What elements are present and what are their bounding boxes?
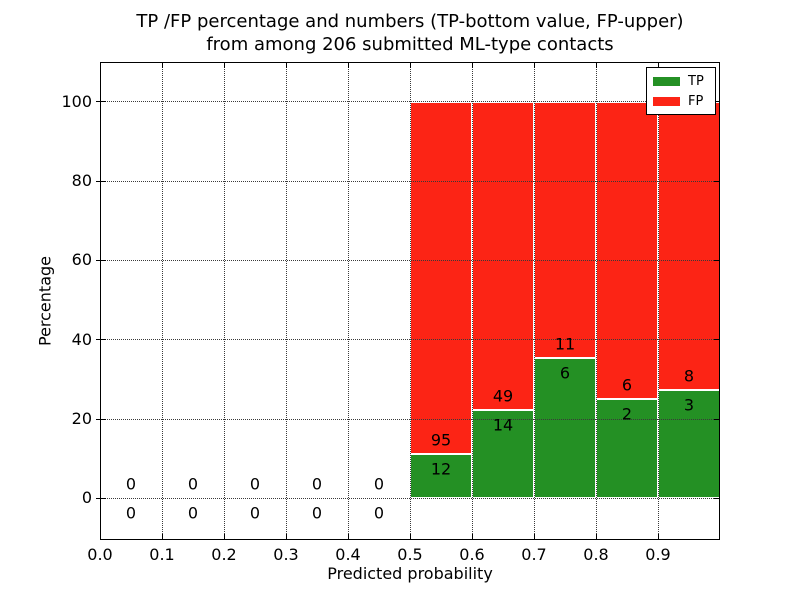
chart-title-line-1: TP /FP percentage and numbers (TP-bottom… (136, 11, 684, 32)
legend: TP FP (646, 67, 716, 115)
fp-count-label: 0 (249, 474, 261, 494)
y-tick-left (96, 180, 106, 182)
x-tick-bottom (161, 534, 163, 540)
x-tick-label: 0.0 (87, 545, 113, 564)
x-tick-label: 0.6 (459, 545, 485, 564)
x-tick-top (347, 62, 349, 68)
x-tick-bottom (595, 534, 597, 540)
fp-count-label: 0 (311, 474, 323, 494)
fp-bar-segment (410, 101, 472, 454)
x-tick-top (161, 62, 163, 68)
y-tick-label: 80 (71, 171, 92, 190)
x-tick-label: 0.2 (211, 545, 237, 564)
fp-count-label: 8 (683, 366, 695, 386)
y-tick-left (96, 339, 106, 341)
x-gridline (533, 62, 535, 540)
y-tick-right (714, 418, 720, 420)
x-tick-top (657, 62, 659, 68)
x-gridline (347, 62, 349, 540)
x-tick-top (595, 62, 597, 68)
legend-swatch-fp-icon (653, 96, 680, 106)
tp-count-label: 0 (249, 503, 261, 523)
x-gridline (595, 62, 597, 540)
tp-count-label: 0 (373, 503, 385, 523)
fp-count-label: 0 (373, 474, 385, 494)
x-gridline (285, 62, 287, 540)
y-tick-label: 0 (81, 488, 92, 508)
fp-count-label: 49 (492, 386, 514, 406)
x-tick-top (409, 62, 411, 68)
tp-count-label: 0 (311, 503, 323, 523)
x-tick-bottom (99, 534, 101, 540)
x-tick-label: 0.4 (335, 545, 361, 564)
tp-count-label: 6 (559, 363, 571, 383)
tp-count-label: 3 (683, 395, 695, 415)
tp-count-label: 14 (492, 415, 514, 435)
x-tick-top (99, 62, 101, 68)
legend-item-fp: FP (653, 95, 709, 108)
x-tick-label: 0.9 (645, 545, 671, 564)
fp-bar-segment (658, 101, 720, 391)
fp-count-label: 6 (621, 375, 633, 395)
x-gridline (161, 62, 163, 540)
x-tick-bottom (533, 534, 535, 540)
x-gridline (471, 62, 473, 540)
y-tick-left (96, 259, 106, 261)
legend-label-fp: FP (688, 93, 704, 109)
y-tick-left (96, 497, 106, 499)
tp-count-label: 0 (187, 503, 199, 523)
fp-count-label: 0 (125, 474, 137, 494)
x-tick-bottom (223, 534, 225, 540)
x-tick-top (285, 62, 287, 68)
x-tick-top (223, 62, 225, 68)
x-axis-label: Predicted probability (327, 564, 493, 583)
legend-label-tp: TP (688, 73, 704, 89)
y-tick-right (714, 101, 720, 103)
x-gridline (409, 62, 411, 540)
x-tick-bottom (347, 534, 349, 540)
fp-bar-segment (534, 101, 596, 359)
fp-count-label: 0 (187, 474, 199, 494)
fp-bar-segment (596, 101, 658, 400)
x-tick-label: 0.5 (397, 545, 423, 564)
y-tick-label: 40 (71, 329, 92, 349)
x-tick-label: 0.7 (521, 545, 547, 564)
tp-count-label: 2 (621, 404, 633, 424)
x-tick-label: 0.3 (273, 545, 299, 564)
x-tick-top (533, 62, 535, 68)
fp-count-label: 11 (554, 334, 576, 354)
y-tick-right (714, 259, 720, 261)
tp-bar-segment (658, 390, 720, 499)
tp-bar-segment (410, 453, 472, 499)
x-tick-label: 0.8 (583, 545, 609, 564)
y-tick-right (714, 180, 720, 182)
x-tick-bottom (657, 534, 659, 540)
legend-swatch-tp-icon (653, 76, 680, 86)
y-tick-right (714, 497, 720, 499)
tp-bar-segment (472, 410, 534, 499)
x-gridline (657, 62, 659, 540)
x-tick-bottom (471, 534, 473, 540)
fp-count-label: 95 (430, 430, 452, 450)
y-tick-label: 100 (61, 91, 92, 111)
x-tick-label: 0.1 (149, 545, 175, 564)
y-tick-left (96, 101, 106, 103)
x-tick-top (471, 62, 473, 68)
y-tick-right (714, 339, 720, 341)
chart-title-line-2: from among 206 submitted ML-type contact… (206, 34, 614, 55)
tp-count-label: 12 (430, 459, 452, 479)
x-tick-bottom (409, 534, 411, 540)
x-tick-bottom (285, 534, 287, 540)
y-tick-left (96, 418, 106, 420)
tp-bar-segment (596, 399, 658, 499)
fp-bar-segment (472, 101, 534, 411)
y-tick-label: 20 (71, 409, 92, 428)
y-tick-label: 60 (71, 250, 92, 270)
tp-count-label: 0 (125, 503, 137, 523)
x-gridline (223, 62, 225, 540)
legend-item-tp: TP (653, 75, 709, 88)
